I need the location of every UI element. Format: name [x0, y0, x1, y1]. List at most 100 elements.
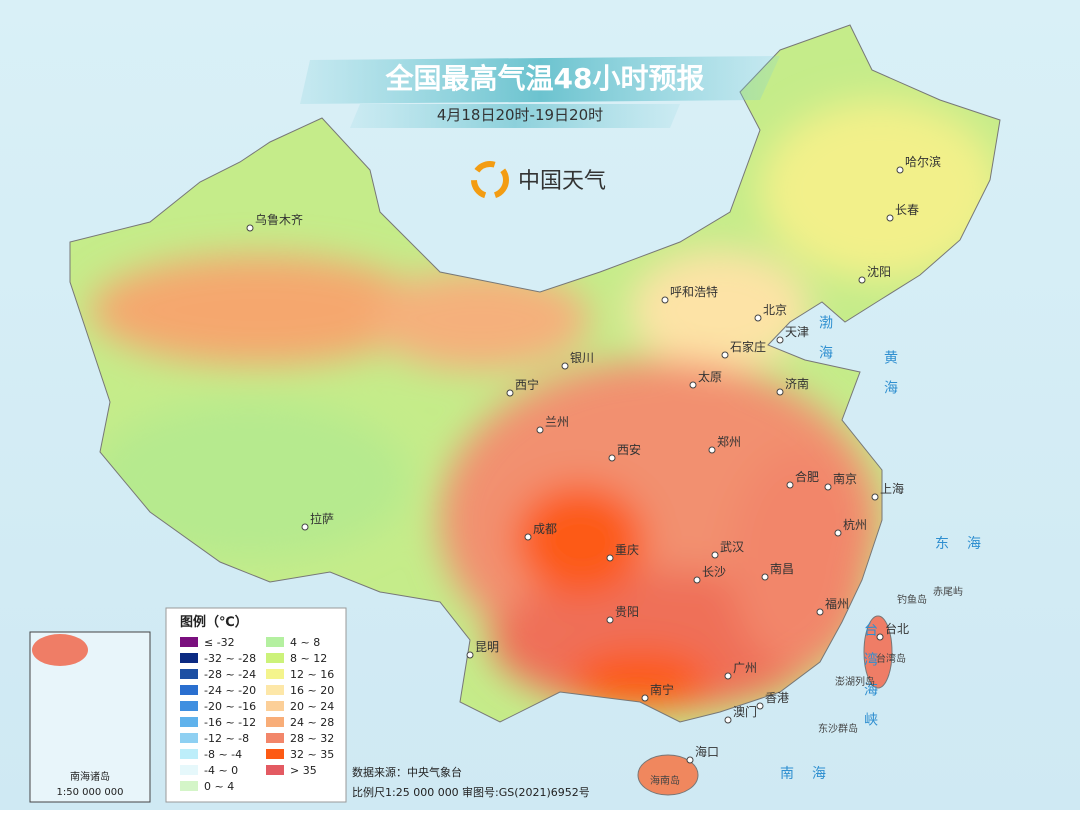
- city-dot: [776, 388, 784, 396]
- city-label: 北京: [763, 303, 787, 317]
- title-banner: [300, 56, 780, 104]
- city-dot: [561, 362, 569, 370]
- legend-swatch: [180, 781, 198, 791]
- legend-swatch: [266, 669, 284, 679]
- legend-label: -24 ~ -20: [204, 684, 256, 697]
- legend-label: -12 ~ -8: [204, 732, 249, 745]
- legend-swatch: [180, 637, 198, 647]
- city-label: 郑州: [717, 434, 741, 449]
- city-label: 长沙: [702, 565, 726, 579]
- legend-swatch: [266, 717, 284, 727]
- scale: 比例尺1:25 000 000: [352, 785, 459, 799]
- city-label: 长春: [895, 203, 919, 217]
- legend-swatch: [180, 701, 198, 711]
- legend-label: 16 ~ 20: [290, 684, 334, 697]
- city-label: 南昌: [770, 561, 794, 576]
- legend-label: -28 ~ -24: [204, 668, 256, 681]
- legend-swatch: [180, 653, 198, 663]
- city-label: 呼和浩特: [670, 284, 718, 299]
- city-label: 福州: [825, 596, 849, 611]
- city-dot: [876, 633, 884, 641]
- legend-swatch: [180, 685, 198, 695]
- inset-land: [32, 634, 88, 666]
- city-label: 太原: [698, 369, 722, 384]
- city-dot: [761, 573, 769, 581]
- city-dot: [661, 296, 669, 304]
- legend-label: 20 ~ 24: [290, 700, 334, 713]
- city-dot: [536, 426, 544, 434]
- city-dot: [606, 616, 614, 624]
- island-label: 钓鱼岛: [897, 593, 927, 606]
- legend-label: 4 ~ 8: [290, 636, 320, 649]
- legend-label: -4 ~ 0: [204, 764, 238, 777]
- inset-label: 南海诸岛: [70, 770, 110, 783]
- city-label: 澳门: [733, 704, 757, 719]
- legend-label: 24 ~ 28: [290, 716, 334, 729]
- island-label: 澎湖列岛: [835, 675, 875, 688]
- city-label: 济南: [785, 376, 809, 391]
- legend-swatch: [180, 669, 198, 679]
- legend-swatch: [180, 717, 198, 727]
- city-label: 贵阳: [615, 605, 639, 619]
- legend-label: 12 ~ 16: [290, 668, 334, 681]
- sea-label: 渤海: [817, 315, 833, 375]
- city-dot: [816, 608, 824, 616]
- legend-label: 28 ~ 32: [290, 732, 334, 745]
- city-dot: [786, 481, 794, 489]
- city-label: 上海: [880, 481, 904, 496]
- city-dot: [506, 389, 514, 397]
- legend-label: ≤ -32: [204, 636, 235, 649]
- sea-label: 台湾海峡: [862, 622, 878, 742]
- island-label: 海南岛: [650, 774, 680, 787]
- city-dot: [608, 454, 616, 462]
- city-label: 银川: [570, 351, 594, 365]
- city-dot: [871, 493, 879, 501]
- subtitle-banner: [350, 104, 680, 128]
- legend-swatch: [266, 685, 284, 695]
- sea-label: 东海: [935, 536, 999, 552]
- city-label: 成都: [533, 522, 557, 536]
- city-dot: [711, 551, 719, 559]
- island-label: 东沙群岛: [818, 722, 858, 735]
- sea-label: 南海: [780, 766, 844, 782]
- legend-swatch: [266, 733, 284, 743]
- city-dot: [896, 166, 904, 174]
- city-dot: [693, 576, 701, 584]
- logo-icon: [471, 161, 509, 199]
- legend-label: -32 ~ -28: [204, 652, 256, 665]
- legend-label: > 35: [290, 764, 317, 777]
- city-label: 拉萨: [310, 511, 334, 526]
- city-dot: [301, 523, 309, 531]
- inset-scale: 1:50 000 000: [57, 787, 124, 798]
- legend-label: -8 ~ -4: [204, 748, 242, 761]
- city-dot: [834, 529, 842, 537]
- city-dot: [524, 533, 532, 541]
- city-dot: [754, 314, 762, 322]
- city-label: 石家庄: [730, 339, 766, 354]
- city-dot: [724, 716, 732, 724]
- legend-label: -20 ~ -16: [204, 700, 256, 713]
- city-label: 海口: [695, 744, 719, 759]
- city-label: 乌鲁木齐: [255, 212, 303, 227]
- city-dot: [776, 336, 784, 344]
- legend-title: 图例（℃）: [180, 614, 248, 630]
- taiwan: [863, 615, 893, 689]
- city-dot: [686, 756, 694, 764]
- legend-swatch: [180, 733, 198, 743]
- city-label: 台北: [885, 621, 909, 636]
- city-label: 兰州: [545, 415, 569, 429]
- city-dot: [724, 672, 732, 680]
- legend-label: 0 ~ 4: [204, 780, 234, 793]
- city-label: 合肥: [795, 469, 819, 484]
- city-label: 南宁: [650, 682, 674, 697]
- city-dot: [466, 651, 474, 659]
- city-label: 香港: [765, 691, 789, 705]
- legend-label: -16 ~ -12: [204, 716, 256, 729]
- legend-swatch: [266, 653, 284, 663]
- city-dot: [641, 694, 649, 702]
- logo-text: 中国天气: [518, 169, 606, 194]
- city-label: 天津: [785, 325, 809, 339]
- city-dot: [689, 381, 697, 389]
- city-label: 武汉: [720, 540, 744, 554]
